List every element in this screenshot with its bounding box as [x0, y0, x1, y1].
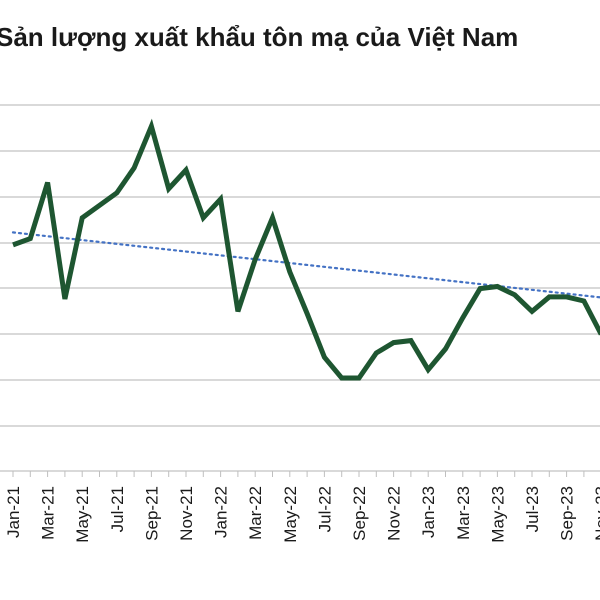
x-tick-label: Sep-21	[142, 486, 161, 541]
x-tick-label: Mar-23	[454, 486, 473, 540]
trendline	[11, 231, 600, 299]
x-tick-label: Jan-23	[419, 486, 438, 538]
x-tick-label: May-22	[281, 486, 300, 543]
x-tick-label: Nov-23	[592, 486, 600, 541]
x-tick-label: Sep-23	[558, 486, 577, 541]
x-tick-label: Jul-23	[523, 486, 542, 532]
x-tick-label: Jul-22	[315, 486, 334, 532]
x-tick-label: Sep-22	[350, 486, 369, 541]
x-tick-labels: Jan-21 Mar-21 May-21 Jul-21 Sep-21 Nov-21 Jan-…	[4, 486, 600, 543]
chart-title: Sản lượng xuất khẩu tôn mạ của Việt Nam	[0, 22, 519, 52]
x-tick-label: Nov-21	[177, 486, 196, 541]
x-axis	[0, 470, 600, 477]
x-tick-label: May-23	[488, 486, 507, 543]
trendline-line	[11, 231, 600, 299]
x-tick-label: Jan-22	[212, 486, 231, 538]
x-tick-label: Mar-21	[39, 486, 58, 540]
x-tick-label: Jan-21	[4, 486, 23, 538]
series-layer	[12, 118, 600, 381]
x-tick-label: Mar-22	[246, 486, 265, 540]
series-line	[12, 118, 600, 381]
x-tick-label: Jul-21	[108, 486, 127, 532]
x-tick-label: May-21	[73, 486, 92, 543]
x-tick-label: Nov-22	[385, 486, 404, 541]
